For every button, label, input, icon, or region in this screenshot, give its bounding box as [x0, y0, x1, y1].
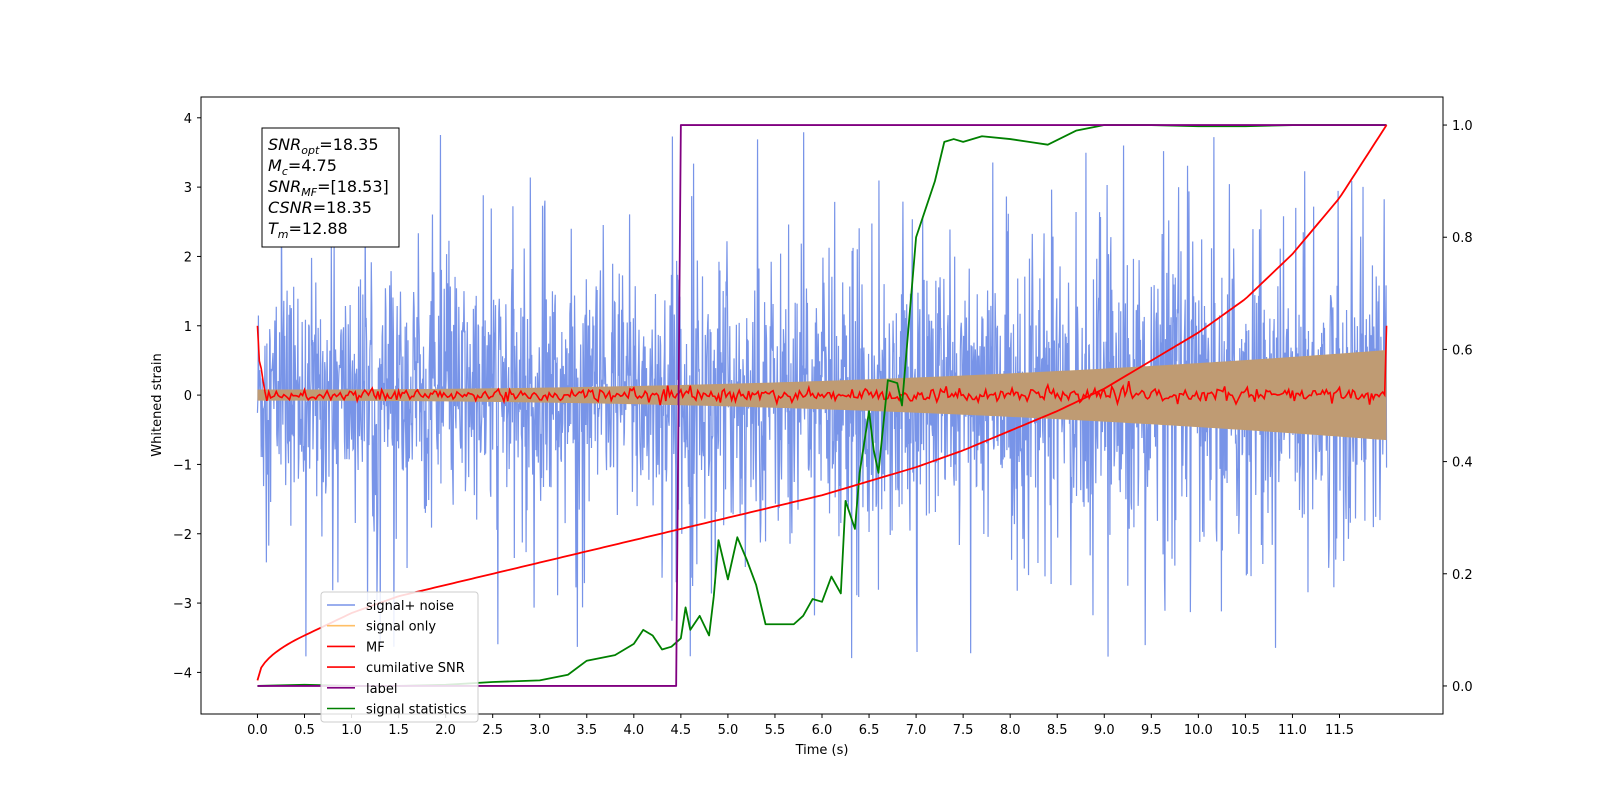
- annotation-symbol: T: [268, 219, 279, 238]
- y-axis-right: 0.0 0.2 0.4 0.6 0.8 1.0: [1443, 119, 1473, 695]
- annotation-line: SNRMF=[18.53]: [268, 177, 389, 199]
- x-tick-label: 7.5: [953, 723, 974, 738]
- annotation-value: =[18.53]: [317, 177, 389, 196]
- x-tick-label: 5.5: [765, 723, 786, 738]
- y-tick-label: 2: [184, 250, 192, 265]
- x-tick-label: 7.0: [906, 723, 927, 738]
- y2-tick-label: 0.0: [1452, 680, 1473, 695]
- x-tick-label: 8.5: [1047, 723, 1068, 738]
- annotation-value: =4.75: [288, 156, 337, 175]
- y-tick-label: 3: [184, 181, 192, 196]
- x-tick-label: 5.0: [718, 723, 739, 738]
- x-axis: 0.0 0.5 1.0 1.5 2.0 2.5 3.0 3.5 4.0 4.5 5.0 5.5 6.0 6…: [247, 714, 1354, 738]
- annotation-symbol: M: [268, 156, 282, 175]
- x-tick-label: 9.5: [1141, 723, 1162, 738]
- x-tick-label: 11.5: [1325, 723, 1354, 738]
- annotation-subscript: c: [282, 165, 288, 178]
- x-tick-label: 1.5: [388, 723, 409, 738]
- annotation-line: SNRopt=18.35: [268, 135, 379, 157]
- y-tick-label: −1: [173, 458, 192, 473]
- annotation-subscript: m: [278, 228, 289, 241]
- x-tick-label: 1.0: [341, 723, 362, 738]
- x-tick-label: 6.0: [812, 723, 833, 738]
- annotation-line: Tm=12.88: [268, 219, 348, 241]
- annotation-symbol: CSNR: [268, 198, 313, 217]
- series-cumulative-snr: [256, 124, 1388, 681]
- annotation-symbol: SNR: [268, 177, 301, 196]
- legend-entry: signal statistics: [366, 703, 467, 718]
- y2-tick-label: 0.6: [1452, 343, 1473, 358]
- x-tick-label: 4.5: [671, 723, 692, 738]
- legend-entry: signal only: [366, 620, 436, 635]
- legend: signal+ noise signal only MF cumilative SNR…: [320, 591, 479, 723]
- legend-entry: signal+ noise: [366, 599, 454, 614]
- x-tick-label: 3.5: [576, 723, 597, 738]
- annotation-box: SNRopt=18.35Mc=4.75SNRMF=[18.53]CSNR=18.…: [261, 127, 400, 248]
- annotation-line: CSNR=18.35: [268, 198, 372, 217]
- annotation-subscript: MF: [301, 186, 317, 199]
- x-tick-label: 10.5: [1231, 723, 1260, 738]
- y2-tick-label: 0.4: [1452, 456, 1473, 471]
- x-tick-label: 3.0: [529, 723, 550, 738]
- legend-entry: MF: [366, 640, 385, 655]
- y2-tick-label: 0.2: [1452, 568, 1473, 583]
- annotation-value: =18.35: [319, 135, 378, 154]
- y-axis-left: −4 −3 −2 −1 0 1 2 3 4: [173, 112, 201, 681]
- y-axis-label: Whitened strain: [150, 353, 165, 456]
- y-tick-label: 0: [184, 389, 192, 404]
- x-tick-label: 10.0: [1184, 723, 1213, 738]
- y-tick-label: −2: [173, 528, 192, 543]
- x-tick-label: 2.0: [435, 723, 456, 738]
- annotation-subscript: opt: [301, 144, 320, 157]
- annotation-symbol: SNR: [268, 135, 301, 154]
- x-tick-label: 11.0: [1278, 723, 1307, 738]
- annotation-line: Mc=4.75: [268, 156, 337, 178]
- annotation-value: =12.88: [289, 219, 348, 238]
- x-tick-label: 6.5: [859, 723, 880, 738]
- annotation-value: =18.35: [313, 198, 372, 217]
- legend-frame: [320, 591, 479, 723]
- x-tick-label: 0.0: [247, 723, 268, 738]
- y-tick-label: −3: [173, 597, 192, 612]
- y-tick-label: 1: [184, 320, 192, 335]
- series-signal-statistics: [257, 124, 1387, 687]
- x-tick-label: 4.0: [623, 723, 644, 738]
- y-tick-label: 4: [184, 112, 192, 127]
- x-tick-label: 8.0: [1000, 723, 1021, 738]
- x-tick-label: 0.5: [294, 723, 315, 738]
- legend-entry: label: [366, 682, 397, 697]
- y2-tick-label: 1.0: [1452, 119, 1473, 134]
- y-tick-label: −4: [173, 666, 192, 681]
- x-tick-label: 9.0: [1094, 723, 1115, 738]
- x-tick-label: 2.5: [482, 723, 503, 738]
- legend-entry: cumilative SNR: [366, 661, 465, 676]
- series-mf: [256, 325, 1388, 407]
- y2-tick-label: 0.8: [1452, 231, 1473, 246]
- x-axis-label: Time (s): [795, 743, 849, 758]
- annotation-frame: [261, 127, 400, 248]
